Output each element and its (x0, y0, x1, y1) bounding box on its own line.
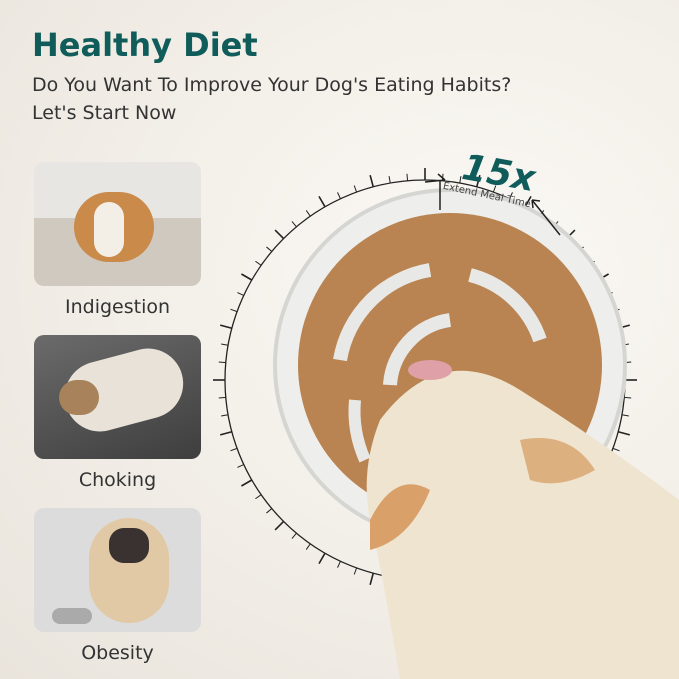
page-title: Healthy Diet (32, 26, 258, 64)
dial-tick (291, 532, 297, 539)
dial-tick (337, 561, 341, 568)
dial-tick (369, 175, 375, 188)
dial-tick (475, 175, 481, 188)
dial-tick (612, 447, 620, 452)
dial-tick (318, 552, 326, 564)
dial-tick (218, 396, 226, 399)
caption-obesity: Obesity (81, 642, 154, 664)
subtitle-cta: Let's Start Now (32, 102, 177, 124)
dial-tick (220, 430, 233, 436)
dial-tick (266, 246, 273, 252)
indigestion-photo (34, 162, 201, 286)
subtitle: Do You Want To Improve Your Dog's Eating… (32, 74, 512, 96)
dial-tick (291, 221, 297, 228)
dial-tick (237, 292, 244, 296)
dial-tick (230, 447, 238, 452)
dial-tick (369, 572, 375, 585)
dial-tick (624, 396, 632, 399)
dial-tick (230, 308, 238, 313)
dial-tick (241, 479, 253, 487)
dial-tick (221, 414, 229, 417)
caption-indigestion: Indigestion (64, 296, 171, 318)
dial-tick (218, 361, 226, 364)
dial-tick (353, 185, 358, 193)
choking-photo (34, 335, 201, 459)
dial-tick (524, 196, 532, 208)
obesity-photo (34, 508, 201, 632)
dial-tick (305, 543, 311, 550)
dial-tick (509, 192, 513, 199)
dial-tick (237, 464, 244, 468)
dial-tick (274, 229, 285, 240)
dial-tick (459, 176, 462, 184)
dial-tick (255, 494, 262, 500)
dial-tick (266, 508, 273, 514)
dial-tick (318, 196, 326, 208)
dial-tick (221, 343, 229, 346)
dial-tick (621, 414, 629, 417)
dial-tick (274, 520, 285, 531)
dial-tick (406, 173, 409, 181)
dial-tick (337, 192, 341, 199)
caption-choking: Choking (78, 469, 157, 491)
dial-tick (241, 273, 253, 281)
dial-tick (492, 185, 497, 193)
dial-tick (388, 176, 391, 184)
dial-tick (220, 324, 233, 330)
dial-tick (305, 210, 311, 217)
dial-tick (255, 260, 262, 266)
dial-tick (617, 430, 630, 436)
dial-tick (353, 567, 358, 575)
